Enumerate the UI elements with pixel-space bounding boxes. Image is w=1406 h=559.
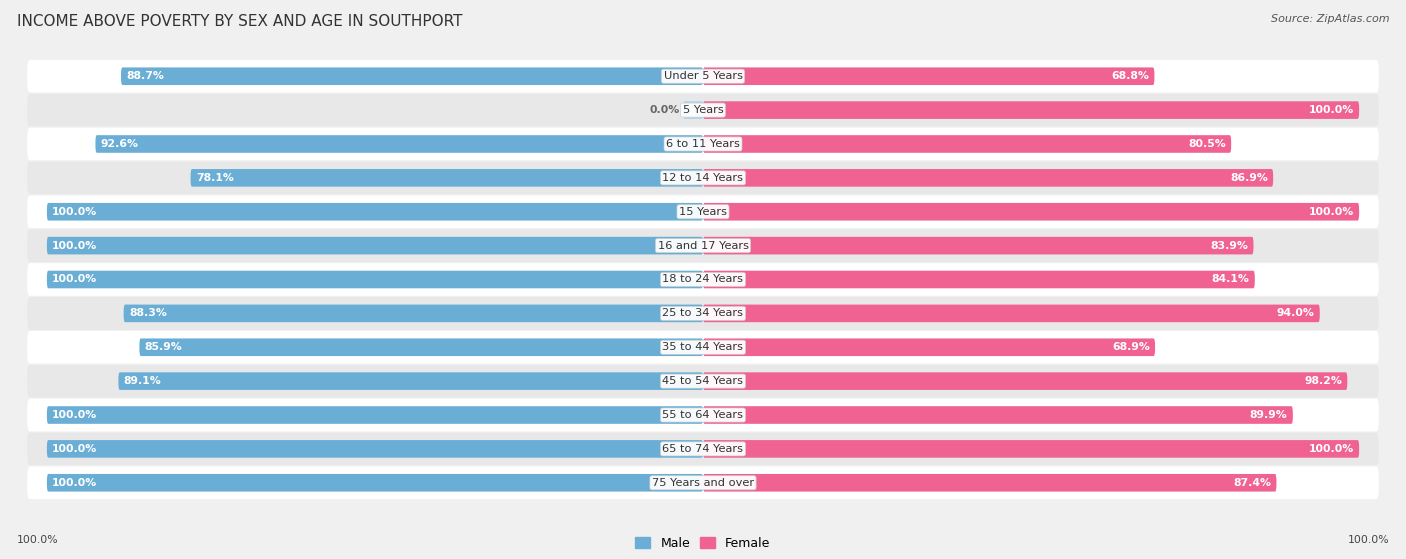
- FancyBboxPatch shape: [27, 196, 1379, 228]
- FancyBboxPatch shape: [27, 94, 1379, 126]
- Text: 5 Years: 5 Years: [683, 105, 723, 115]
- FancyBboxPatch shape: [703, 68, 1154, 85]
- Text: 68.8%: 68.8%: [1111, 71, 1149, 81]
- Text: 100.0%: 100.0%: [52, 274, 97, 285]
- FancyBboxPatch shape: [27, 263, 1379, 296]
- FancyBboxPatch shape: [27, 162, 1379, 194]
- FancyBboxPatch shape: [27, 365, 1379, 397]
- FancyBboxPatch shape: [46, 237, 703, 254]
- Text: 35 to 44 Years: 35 to 44 Years: [662, 342, 744, 352]
- Text: 18 to 24 Years: 18 to 24 Years: [662, 274, 744, 285]
- Text: Source: ZipAtlas.com: Source: ZipAtlas.com: [1271, 14, 1389, 24]
- FancyBboxPatch shape: [27, 297, 1379, 330]
- FancyBboxPatch shape: [139, 338, 703, 356]
- FancyBboxPatch shape: [191, 169, 703, 187]
- Text: Under 5 Years: Under 5 Years: [664, 71, 742, 81]
- FancyBboxPatch shape: [121, 68, 703, 85]
- FancyBboxPatch shape: [703, 203, 1360, 221]
- Text: 15 Years: 15 Years: [679, 207, 727, 217]
- Text: 100.0%: 100.0%: [52, 410, 97, 420]
- Text: 0.0%: 0.0%: [650, 105, 681, 115]
- Text: 86.9%: 86.9%: [1230, 173, 1268, 183]
- FancyBboxPatch shape: [46, 271, 703, 288]
- Text: 16 and 17 Years: 16 and 17 Years: [658, 240, 748, 250]
- Text: 92.6%: 92.6%: [101, 139, 139, 149]
- FancyBboxPatch shape: [46, 406, 703, 424]
- Text: 98.2%: 98.2%: [1305, 376, 1343, 386]
- Text: 85.9%: 85.9%: [145, 342, 183, 352]
- FancyBboxPatch shape: [683, 101, 703, 119]
- Text: 88.7%: 88.7%: [127, 71, 165, 81]
- FancyBboxPatch shape: [703, 305, 1320, 322]
- Text: 25 to 34 Years: 25 to 34 Years: [662, 309, 744, 319]
- FancyBboxPatch shape: [703, 406, 1294, 424]
- Text: 88.3%: 88.3%: [129, 309, 167, 319]
- Text: 100.0%: 100.0%: [52, 444, 97, 454]
- Text: 68.9%: 68.9%: [1112, 342, 1150, 352]
- Text: 100.0%: 100.0%: [1347, 535, 1389, 545]
- FancyBboxPatch shape: [703, 271, 1254, 288]
- FancyBboxPatch shape: [703, 237, 1254, 254]
- FancyBboxPatch shape: [124, 305, 703, 322]
- FancyBboxPatch shape: [46, 440, 703, 458]
- Text: 89.1%: 89.1%: [124, 376, 162, 386]
- Text: 84.1%: 84.1%: [1212, 274, 1250, 285]
- Legend: Male, Female: Male, Female: [630, 532, 776, 555]
- Text: 100.0%: 100.0%: [17, 535, 59, 545]
- Text: 55 to 64 Years: 55 to 64 Years: [662, 410, 744, 420]
- Text: 100.0%: 100.0%: [1309, 444, 1354, 454]
- Text: 100.0%: 100.0%: [1309, 105, 1354, 115]
- Text: 12 to 14 Years: 12 to 14 Years: [662, 173, 744, 183]
- FancyBboxPatch shape: [96, 135, 703, 153]
- Text: 45 to 54 Years: 45 to 54 Years: [662, 376, 744, 386]
- Text: 80.5%: 80.5%: [1188, 139, 1226, 149]
- FancyBboxPatch shape: [27, 433, 1379, 465]
- FancyBboxPatch shape: [703, 169, 1274, 187]
- FancyBboxPatch shape: [703, 372, 1347, 390]
- FancyBboxPatch shape: [703, 338, 1156, 356]
- FancyBboxPatch shape: [703, 135, 1232, 153]
- FancyBboxPatch shape: [703, 101, 1360, 119]
- FancyBboxPatch shape: [703, 474, 1277, 491]
- Text: 89.9%: 89.9%: [1250, 410, 1288, 420]
- FancyBboxPatch shape: [27, 466, 1379, 499]
- FancyBboxPatch shape: [46, 203, 703, 221]
- Text: 78.1%: 78.1%: [195, 173, 233, 183]
- FancyBboxPatch shape: [27, 399, 1379, 432]
- Text: 6 to 11 Years: 6 to 11 Years: [666, 139, 740, 149]
- Text: 100.0%: 100.0%: [52, 207, 97, 217]
- FancyBboxPatch shape: [27, 60, 1379, 93]
- Text: 100.0%: 100.0%: [52, 478, 97, 488]
- Text: 100.0%: 100.0%: [52, 240, 97, 250]
- FancyBboxPatch shape: [27, 229, 1379, 262]
- FancyBboxPatch shape: [703, 440, 1360, 458]
- Text: 94.0%: 94.0%: [1277, 309, 1315, 319]
- Text: 87.4%: 87.4%: [1233, 478, 1271, 488]
- FancyBboxPatch shape: [46, 474, 703, 491]
- FancyBboxPatch shape: [27, 331, 1379, 363]
- FancyBboxPatch shape: [27, 127, 1379, 160]
- FancyBboxPatch shape: [118, 372, 703, 390]
- Text: 100.0%: 100.0%: [1309, 207, 1354, 217]
- Text: 65 to 74 Years: 65 to 74 Years: [662, 444, 744, 454]
- Text: INCOME ABOVE POVERTY BY SEX AND AGE IN SOUTHPORT: INCOME ABOVE POVERTY BY SEX AND AGE IN S…: [17, 14, 463, 29]
- Text: 83.9%: 83.9%: [1211, 240, 1249, 250]
- Text: 75 Years and over: 75 Years and over: [652, 478, 754, 488]
